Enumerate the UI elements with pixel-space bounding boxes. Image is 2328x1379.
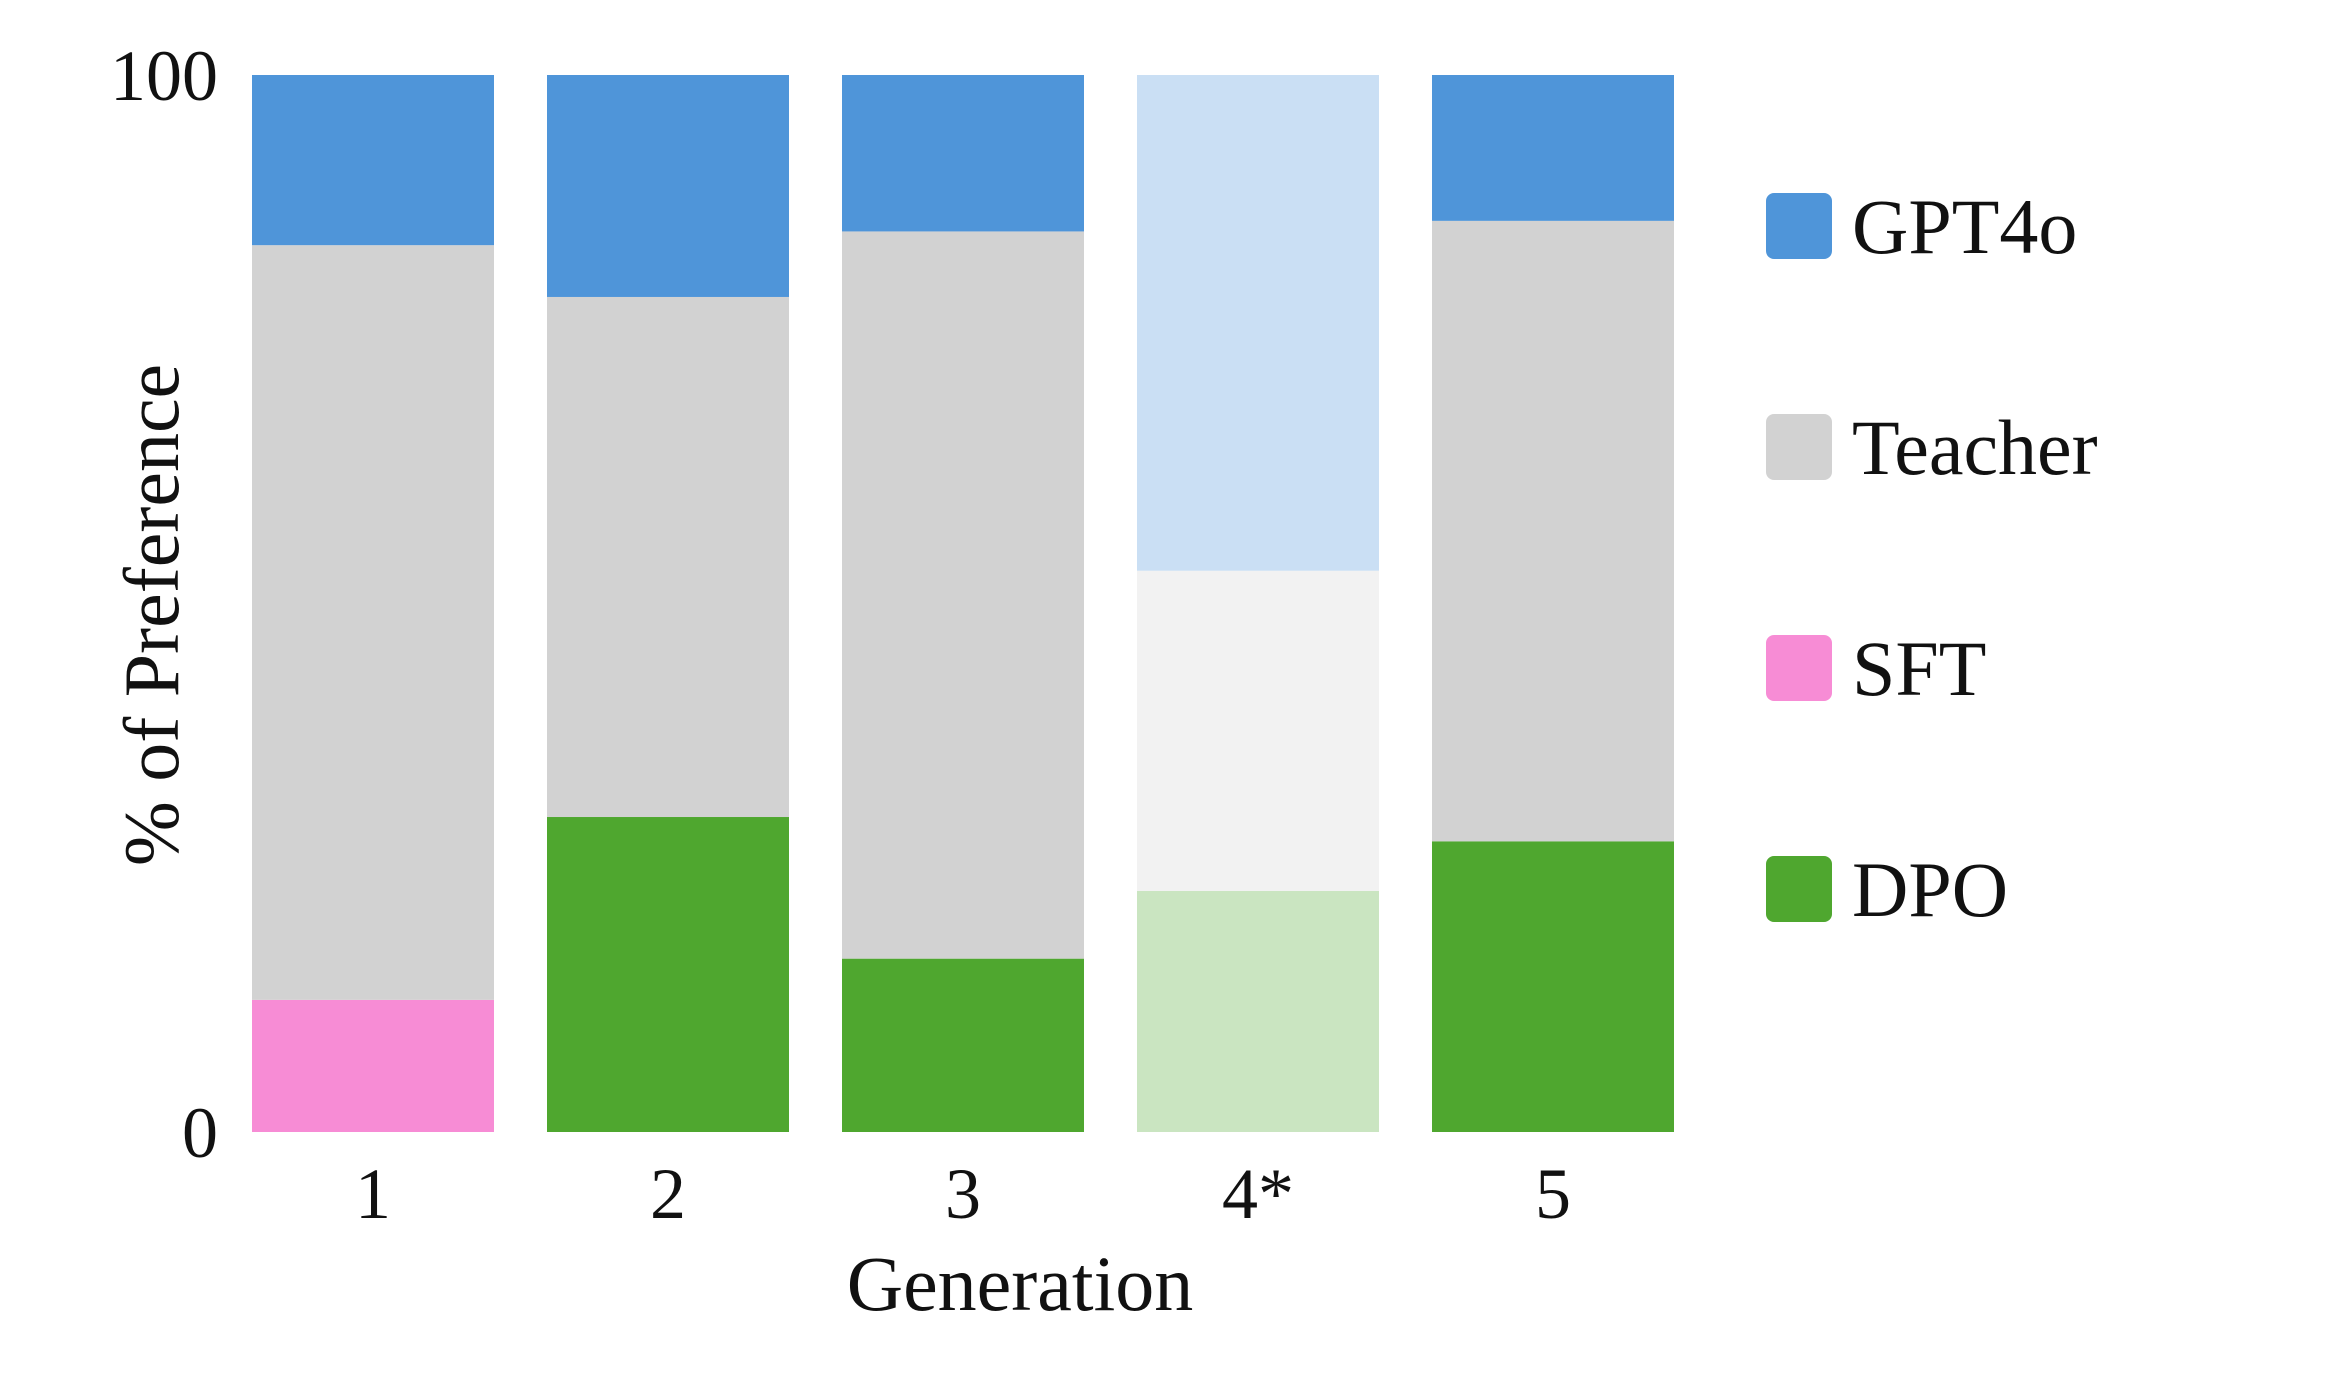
bar-dpo-5 bbox=[1432, 841, 1674, 1132]
bar-dpo-2 bbox=[547, 817, 789, 1132]
x-tick-label-4: 4* bbox=[1222, 1154, 1294, 1234]
bar-gpt4o-5 bbox=[1432, 75, 1674, 221]
bars-group bbox=[252, 75, 1674, 1132]
bar-teacher-3 bbox=[842, 231, 1084, 959]
y-axis-label: % of Preference bbox=[108, 364, 195, 866]
bar-gpt4o-3 bbox=[842, 75, 1084, 232]
legend-swatch-dpo bbox=[1766, 856, 1832, 922]
x-tick-label-1: 1 bbox=[355, 1154, 391, 1234]
legend-label-teacher: Teacher bbox=[1852, 404, 2098, 491]
bar-teacher-1 bbox=[252, 245, 494, 1000]
bar-gpt4o-1 bbox=[252, 75, 494, 246]
legend-swatch-sft bbox=[1766, 635, 1832, 701]
y-axis-ticks: 0 100 bbox=[110, 36, 218, 1173]
bar-teacher-2 bbox=[547, 296, 789, 818]
x-tick-label-2: 2 bbox=[650, 1154, 686, 1234]
bar-dpo-3 bbox=[842, 958, 1084, 1132]
x-axis-label: Generation bbox=[847, 1240, 1194, 1327]
bar-teacher-5 bbox=[1432, 220, 1674, 842]
bar-dpo-4 bbox=[1137, 891, 1379, 1132]
legend-label-gpt4o: GPT4o bbox=[1852, 183, 2077, 270]
bar-teacher-4 bbox=[1137, 570, 1379, 892]
legend-swatch-gpt4o bbox=[1766, 193, 1832, 259]
bar-sft-1 bbox=[252, 999, 494, 1132]
bar-gpt4o-4 bbox=[1137, 75, 1379, 571]
x-tick-label-5: 5 bbox=[1535, 1154, 1571, 1234]
bar-gpt4o-2 bbox=[547, 75, 789, 297]
y-tick-label-0: 0 bbox=[182, 1093, 218, 1173]
legend-label-sft: SFT bbox=[1852, 625, 1986, 712]
y-tick-label-100: 100 bbox=[110, 36, 218, 116]
legend: GPT4o Teacher SFT DPO bbox=[1766, 183, 2098, 933]
x-tick-label-3: 3 bbox=[945, 1154, 981, 1234]
legend-swatch-teacher bbox=[1766, 414, 1832, 480]
x-axis-ticks: 1 2 3 4* 5 bbox=[355, 1154, 1571, 1234]
legend-label-dpo: DPO bbox=[1852, 846, 2008, 933]
